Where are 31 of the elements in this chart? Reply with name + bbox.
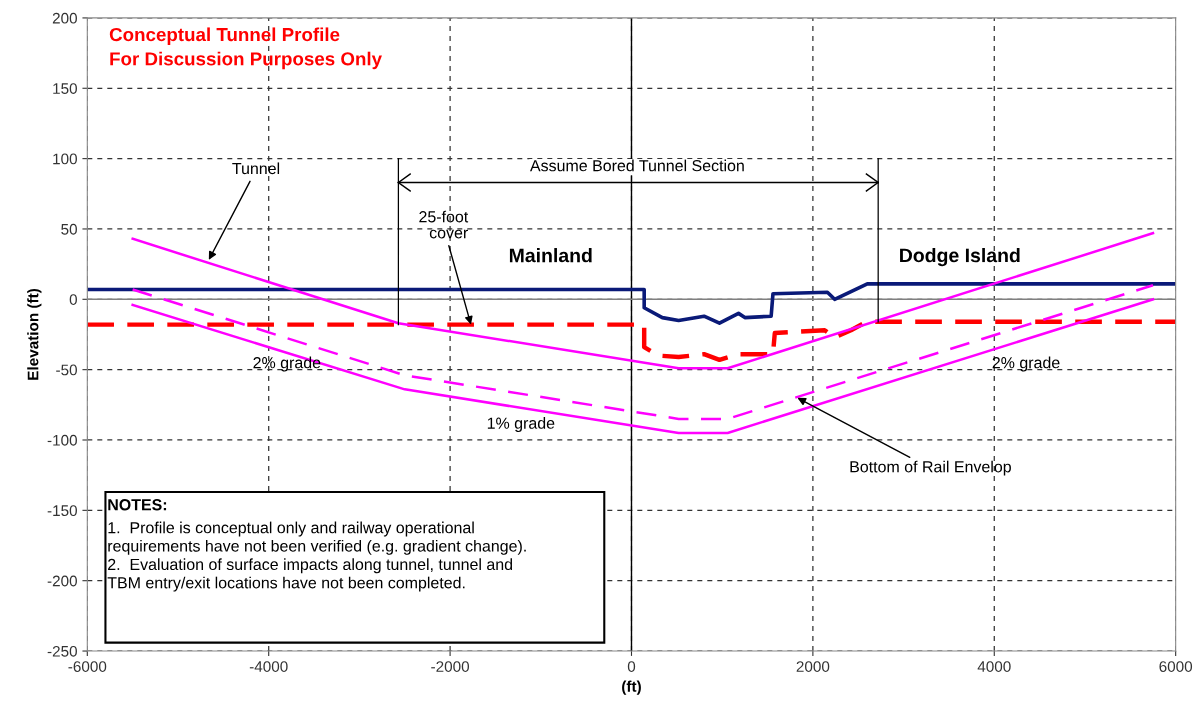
y-axis-title: Elevation (ft) <box>27 288 42 380</box>
y-tick-label: 0 <box>69 294 77 305</box>
annotation: Tunnel <box>232 162 280 175</box>
x-tick-label: -2000 <box>431 661 470 672</box>
annotation: NOTES: <box>108 499 167 511</box>
annotation: 2% grade <box>253 356 321 372</box>
y-tick-label: 150 <box>53 83 77 94</box>
x-tick-label: 0 <box>627 661 636 672</box>
annotation: 1% grade <box>487 417 555 432</box>
annotation: Dodge Island <box>900 247 1020 267</box>
x-tick-label: -4000 <box>249 661 288 672</box>
annotation: 1. Profile is conceptual only and railway operational requirements have not been verified (e.g. gradient change). 2. Evaluation of surface impacts along tunnel, tunnel and TBM entry/exit locations have not been completed. <box>107 521 526 592</box>
x-tick-label: 6000 <box>1159 661 1193 672</box>
y-tick-label: -200 <box>47 575 77 587</box>
y-tick-label: 100 <box>53 153 77 165</box>
annotation: Bottom of Rail Envelop <box>850 460 1011 476</box>
x-tick-label: 2000 <box>796 661 830 672</box>
y-tick-label: -100 <box>47 434 77 446</box>
y-tick-label: 200 <box>52 12 77 24</box>
annotation: 2% grade <box>992 356 1060 372</box>
y-tick-label: -50 <box>56 364 77 376</box>
annotation: Assume Bored Tunnel Section <box>529 159 744 172</box>
y-tick-label: 50 <box>61 223 77 235</box>
y-tick-label: -250 <box>47 645 77 657</box>
x-tick-label: 4000 <box>977 661 1011 672</box>
text: Conceptual Tunnel Profile For Discussion Purposes Only <box>109 27 382 70</box>
annotation: 25-foot cover <box>419 210 469 239</box>
x-axis-title: (ft) <box>622 680 641 695</box>
x-tick-label: -6000 <box>68 661 107 672</box>
y-tick-label: -150 <box>47 505 77 517</box>
annotation: Mainland <box>509 248 592 263</box>
